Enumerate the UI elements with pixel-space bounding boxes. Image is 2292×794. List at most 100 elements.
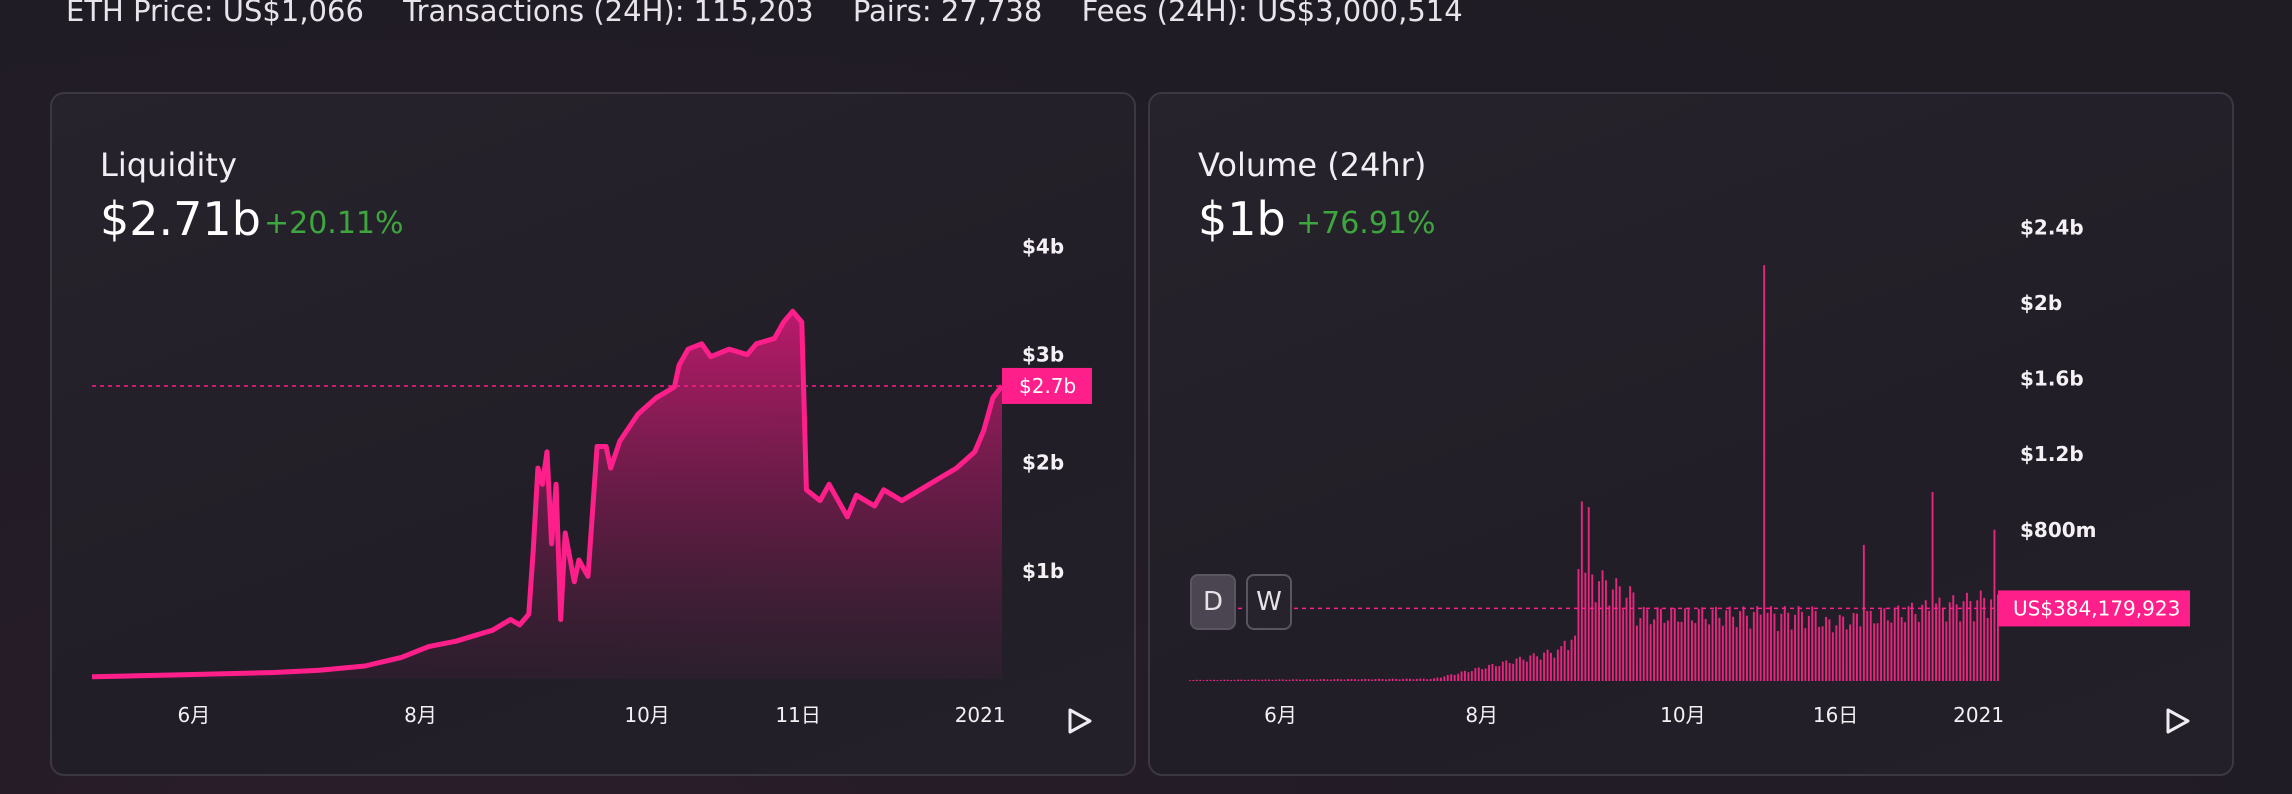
volume-bar	[1515, 658, 1518, 681]
volume-bar	[1233, 679, 1236, 681]
volume-panel: Volume (24hr) $1b +76.91% US$384,179,923…	[1148, 92, 2234, 776]
volume-bar	[1680, 621, 1683, 681]
volume-bar	[1512, 663, 1515, 681]
volume-bar	[1501, 661, 1504, 681]
volume-bar	[1852, 613, 1855, 681]
day-toggle-button[interactable]: D	[1190, 574, 1236, 630]
volume-bar	[1900, 617, 1903, 681]
volume-bar	[1333, 679, 1336, 681]
volume-bar	[1608, 605, 1611, 681]
y-tick-label: $3b	[1022, 343, 1064, 367]
volume-bar	[1367, 679, 1370, 681]
volume-bar	[1814, 610, 1817, 681]
volume-bar	[1556, 649, 1559, 681]
volume-bar	[1804, 628, 1807, 681]
x-tick-label: 8月	[1465, 703, 1498, 727]
volume-bar	[1797, 606, 1800, 681]
play-icon[interactable]	[1064, 706, 1094, 736]
x-tick-label: 11日	[775, 703, 820, 727]
volume-bar	[1264, 679, 1267, 681]
liquidity-panel: Liquidity $2.71b +20.11% $2.7b $4b $3b $2b $…	[50, 92, 1136, 776]
volume-bar	[1357, 679, 1360, 681]
volume-bar	[1873, 623, 1876, 681]
volume-bar	[1708, 624, 1711, 681]
volume-bar	[1350, 679, 1353, 681]
liquidity-title: Liquidity	[100, 146, 237, 184]
volume-bar	[1821, 626, 1824, 681]
volume-bar	[1997, 594, 1999, 681]
volume-bar	[1288, 679, 1291, 681]
volume-bar	[1519, 656, 1521, 681]
volume-bar	[1360, 679, 1363, 681]
volume-bar	[1326, 679, 1329, 681]
volume-bar	[1721, 625, 1724, 681]
volume-bar	[1577, 569, 1580, 681]
volume-bar	[1653, 619, 1655, 681]
x-tick-label: 2021	[1953, 703, 2004, 727]
volume-bar	[1244, 679, 1246, 681]
volume-bar	[1247, 679, 1250, 681]
volume-bar	[1787, 612, 1790, 681]
volume-bar	[1849, 624, 1851, 681]
volume-bar	[1591, 574, 1594, 681]
volume-bar	[1388, 679, 1391, 681]
week-toggle-button[interactable]: W	[1246, 574, 1292, 630]
volume-bar	[1632, 592, 1635, 681]
current-volume-badge	[1998, 590, 2190, 627]
y-tick-label: $800m	[2020, 518, 2097, 542]
volume-bar	[1453, 675, 1456, 681]
volume-bar	[1467, 672, 1470, 681]
current-price-label: $2.7b	[1019, 374, 1076, 398]
volume-bar	[1924, 600, 1927, 681]
volume-bar	[1801, 611, 1803, 681]
volume-bar	[1931, 492, 1934, 681]
volume-chart[interactable]: US$384,179,923 $2.4b $2b $1.6b $1.2b $800m 6月 8…	[1150, 94, 2232, 774]
play-icon[interactable]	[2162, 706, 2192, 736]
volume-value: $1b	[1198, 192, 1286, 246]
volume-bar	[1986, 618, 1989, 681]
volume-bar	[1553, 657, 1556, 681]
volume-bar	[1446, 674, 1449, 681]
y-tick-label: $2b	[1022, 451, 1064, 475]
fees-24h: Fees (24H): US$3,000,514	[1081, 0, 1463, 28]
y-tick-label: $1.2b	[2020, 442, 2084, 466]
volume-bar	[1845, 629, 1848, 681]
volume-bar	[1398, 679, 1401, 681]
volume-bar	[1938, 597, 1941, 681]
volume-bar	[1618, 586, 1621, 681]
volume-bar	[1570, 639, 1573, 681]
volume-bar	[1962, 601, 1965, 681]
volume-bar	[1312, 679, 1315, 681]
volume-bar	[1546, 649, 1549, 681]
volume-bar	[1746, 615, 1748, 681]
volume-bar	[1904, 622, 1906, 681]
volume-bar	[1776, 631, 1779, 681]
volume-bar	[1364, 678, 1367, 681]
volume-bar	[1529, 655, 1532, 681]
volume-bar	[1663, 622, 1666, 681]
volume-bar	[1914, 614, 1917, 681]
stats-bar: ETH Price: US$1,066 Transactions (24H): …	[66, 0, 1493, 28]
liquidity-chart[interactable]: $2.7b $4b $3b $2b $1b 6月 8月 10月 11日 2021	[52, 94, 1134, 774]
volume-bar	[1990, 599, 1992, 681]
volume-bar	[1711, 609, 1714, 681]
volume-bar	[1419, 678, 1422, 681]
volume-bar	[1491, 663, 1494, 681]
volume-bar	[1948, 602, 1951, 681]
volume-bar	[1942, 607, 1944, 681]
volume-bar	[1436, 677, 1439, 681]
volume-bar	[1677, 621, 1680, 681]
volume-bar	[1433, 678, 1435, 681]
volume-bar	[1391, 678, 1394, 681]
volume-bar	[1460, 671, 1463, 681]
volume-bar	[1223, 679, 1226, 681]
volume-bar	[1883, 608, 1886, 681]
volume-bar	[1539, 659, 1542, 681]
volume-bar	[1917, 621, 1920, 681]
volume-bar	[1880, 609, 1882, 681]
volume-bar	[1302, 679, 1305, 681]
volume-bar	[1230, 680, 1233, 681]
liquidity-change: +20.11%	[264, 206, 404, 241]
volume-bar	[1952, 595, 1955, 681]
volume-bar	[1484, 668, 1487, 681]
